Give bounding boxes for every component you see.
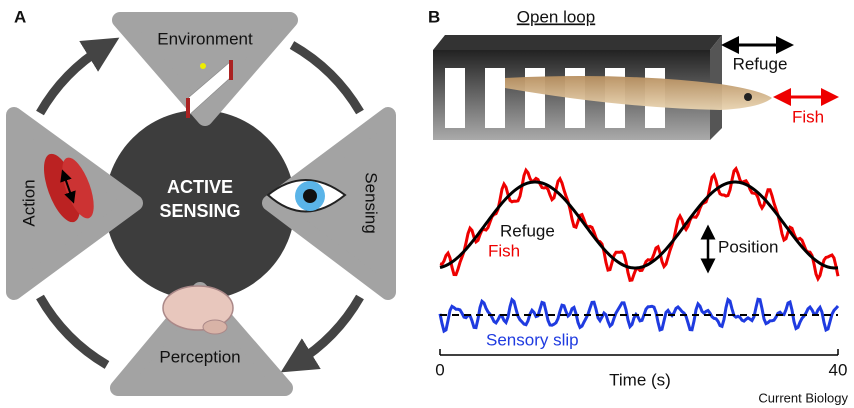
axis-label: Time (s) [609,370,671,389]
center-text: ACTIVE [167,177,233,197]
panel-label: A [14,7,26,26]
node-label: Perception [159,347,240,366]
axis-tick-label: 40 [829,360,848,379]
panel-title: Open loop [517,7,595,26]
panel-label: B [428,7,440,26]
footer: Current Biology [758,390,848,405]
node-label: Environment [157,29,253,48]
trace-label: Position [718,237,778,256]
refuge-label: Refuge [733,54,788,73]
node-label: Action [19,179,38,226]
trace-label: Fish [488,241,520,260]
trace-label: Refuge [500,221,555,240]
node-label: Sensing [362,172,381,233]
axis-tick-label: 0 [435,360,444,379]
figure: A ACTIVE SENSING Environment Sensing Per… [0,0,854,408]
trace-label: Sensory slip [486,330,579,349]
fish-label: Fish [792,107,824,126]
center-text: SENSING [159,201,240,221]
